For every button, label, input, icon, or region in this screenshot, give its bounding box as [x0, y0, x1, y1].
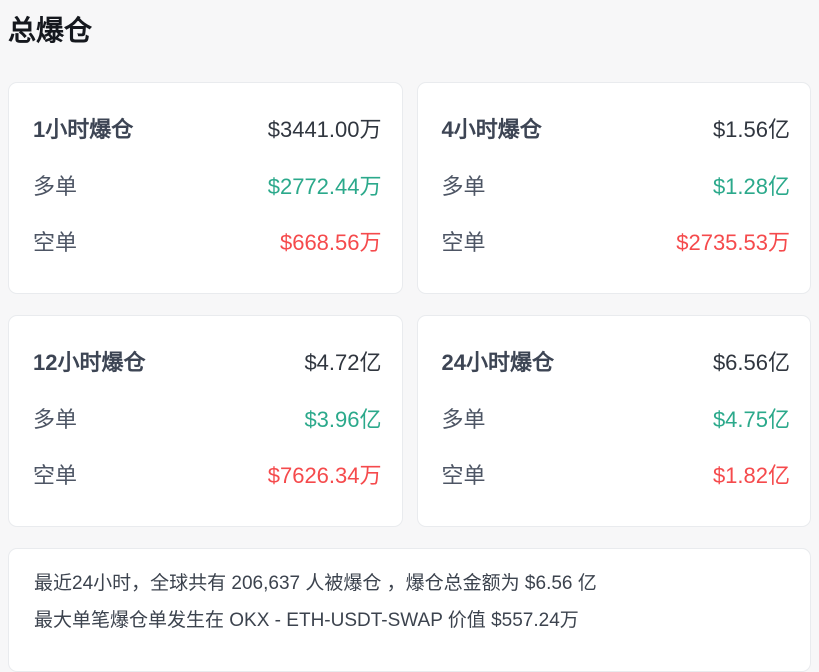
short-liquidation-value: $2735.53万	[676, 230, 790, 255]
short-label: 空单	[33, 463, 78, 488]
short-row: 空单 $1.82亿	[442, 462, 791, 490]
card-header-row: 12小时爆仓 $4.72亿	[33, 349, 382, 377]
page-title: 总爆仓	[8, 15, 93, 46]
long-label: 多单	[441, 173, 486, 199]
summary-line-1: 最近24小时，全球共有 206,637 人被爆仓 ，爆仓总金额为 $6.56 亿	[34, 573, 597, 594]
card-title: 4小时爆仓	[441, 117, 542, 142]
card-title: 12小时爆仓	[33, 350, 146, 375]
summary-line-2: 最大单笔爆仓单发生在 OKX - ETH-USDT-SWAP 价值 $557.2…	[34, 610, 579, 631]
short-liquidation-value: $1.82亿	[712, 463, 790, 488]
long-row: 多单 $4.75亿	[442, 406, 791, 434]
long-liquidation-value: $4.75亿	[712, 406, 790, 432]
long-row: 多单 $1.28亿	[442, 173, 791, 201]
liquidation-card-4h: 4小时爆仓 $1.56亿 多单 $1.28亿 空单 $2735.53万	[416, 82, 811, 294]
card-title: 24小时爆仓	[441, 350, 554, 375]
card-header-row: 24小时爆仓 $6.56亿	[442, 349, 791, 377]
liquidation-card-24h: 24小时爆仓 $6.56亿 多单 $4.75亿 空单 $1.82亿	[416, 315, 811, 527]
short-liquidation-value: $7626.34万	[267, 463, 382, 488]
long-liquidation-value: $1.28亿	[712, 173, 790, 199]
total-liquidation-value: $6.56亿	[712, 350, 790, 375]
long-label: 多单	[33, 173, 78, 199]
short-label: 空单	[33, 230, 78, 255]
long-label: 多单	[441, 406, 486, 432]
card-title: 1小时爆仓	[33, 117, 134, 142]
summary-panel: 最近24小时，全球共有 206,637 人被爆仓 ，爆仓总金额为 $6.56 亿…	[8, 548, 811, 672]
short-label: 空单	[441, 463, 486, 488]
long-label: 多单	[33, 406, 78, 432]
liquidation-cards-grid: 1小时爆仓 $3441.00万 多单 $2772.44万 空单 $668.56万…	[8, 82, 811, 527]
long-liquidation-value: $3.96亿	[304, 406, 382, 432]
liquidation-card-1h: 1小时爆仓 $3441.00万 多单 $2772.44万 空单 $668.56万	[8, 82, 403, 294]
short-liquidation-value: $668.56万	[279, 230, 382, 255]
card-header-row: 4小时爆仓 $1.56亿	[442, 116, 791, 144]
total-liquidation-value: $3441.00万	[267, 117, 382, 142]
long-row: 多单 $3.96亿	[33, 406, 382, 434]
liquidation-card-12h: 12小时爆仓 $4.72亿 多单 $3.96亿 空单 $7626.34万	[8, 315, 403, 527]
long-liquidation-value: $2772.44万	[267, 173, 382, 199]
long-row: 多单 $2772.44万	[33, 173, 382, 201]
card-header-row: 1小时爆仓 $3441.00万	[33, 116, 382, 144]
total-liquidation-value: $1.56亿	[712, 117, 790, 142]
short-label: 空单	[441, 230, 486, 255]
short-row: 空单 $2735.53万	[442, 229, 791, 257]
short-row: 空单 $7626.34万	[33, 462, 382, 490]
short-row: 空单 $668.56万	[33, 229, 382, 257]
total-liquidation-value: $4.72亿	[304, 350, 382, 375]
